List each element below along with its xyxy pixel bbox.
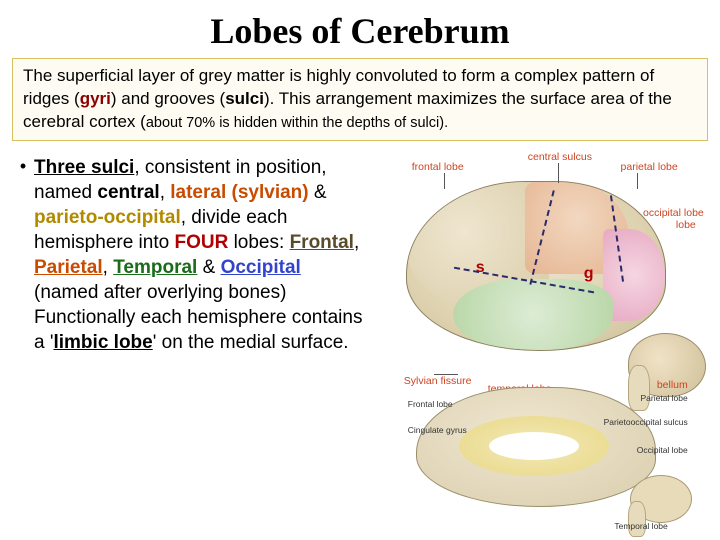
bullet-marker: • [12, 155, 34, 356]
c1: , [354, 232, 359, 253]
four: FOUR [174, 232, 228, 253]
label-line [444, 173, 445, 189]
corpus-callosum [489, 432, 579, 460]
label-line [434, 374, 458, 375]
bullet-item: • Three sulci, consistent in position, n… [12, 155, 370, 356]
t18: ' on the medial surface. [153, 332, 349, 353]
brain-outline [406, 181, 666, 351]
slabel-po: Parietooccipital sulcus [604, 417, 688, 427]
slabel-cingulate: Cingulate gyrus [408, 425, 467, 435]
temporal: Temporal [113, 257, 197, 278]
s-marker: s [476, 259, 485, 277]
intro-box: The superficial layer of grey matter is … [12, 58, 708, 141]
slabel-frontal: Frontal lobe [408, 399, 453, 409]
t04: , [160, 182, 171, 203]
intro-text-2: ) and grooves ( [111, 89, 225, 108]
label-frontal: frontal lobe [412, 161, 464, 173]
sagittal-brain-diagram: Frontal lobe Cingulate gyrus Parietal lo… [416, 387, 686, 515]
label-sylvian: Sylvian fissure [404, 375, 472, 387]
t14: & [197, 257, 220, 278]
parietal: Parietal [34, 257, 103, 278]
slabel-temporal: Temporal lobe [614, 521, 667, 531]
label-parietal: parietal lobe [621, 161, 678, 173]
page-title: Lobes of Cerebrum [0, 0, 720, 58]
label-line [637, 173, 638, 189]
intro-paren: about 70% is hidden within the depths of… [146, 115, 448, 131]
label-occipital2: lobe [676, 219, 696, 231]
label-central-sulcus: central sulcus [528, 151, 592, 163]
g-marker: g [584, 265, 594, 283]
lateral-brain-diagram: frontal lobe central sulcus parietal lob… [388, 155, 698, 385]
slabel-parietal: Parietal lobe [640, 393, 687, 403]
intro-gyri: gyri [80, 89, 111, 108]
t06: & [309, 182, 327, 203]
content-row: • Three sulci, consistent in position, n… [0, 151, 720, 515]
slabel-occipital: Occipital lobe [637, 445, 688, 455]
central: central [97, 182, 159, 203]
occipital: Occipital [221, 257, 301, 278]
c2: , [103, 257, 114, 278]
lateral-sylvian: lateral (sylvian) [170, 182, 308, 203]
parieto-occipital: parieto-occipital [34, 207, 181, 228]
label-occipital: occipital lobe [643, 207, 704, 219]
frontal: Frontal [290, 232, 354, 253]
intro-sulci: sulci [225, 89, 264, 108]
label-line [558, 163, 559, 183]
three-sulci: Three sulci [34, 157, 134, 178]
sagittal-stem [628, 501, 646, 537]
t10: lobes: [228, 232, 289, 253]
diagram-column: frontal lobe central sulcus parietal lob… [378, 155, 708, 515]
limbic-lobe: limbic lobe [53, 332, 152, 353]
text-column: • Three sulci, consistent in position, n… [12, 155, 370, 515]
bullet-body: Three sulci, consistent in position, nam… [34, 155, 370, 356]
